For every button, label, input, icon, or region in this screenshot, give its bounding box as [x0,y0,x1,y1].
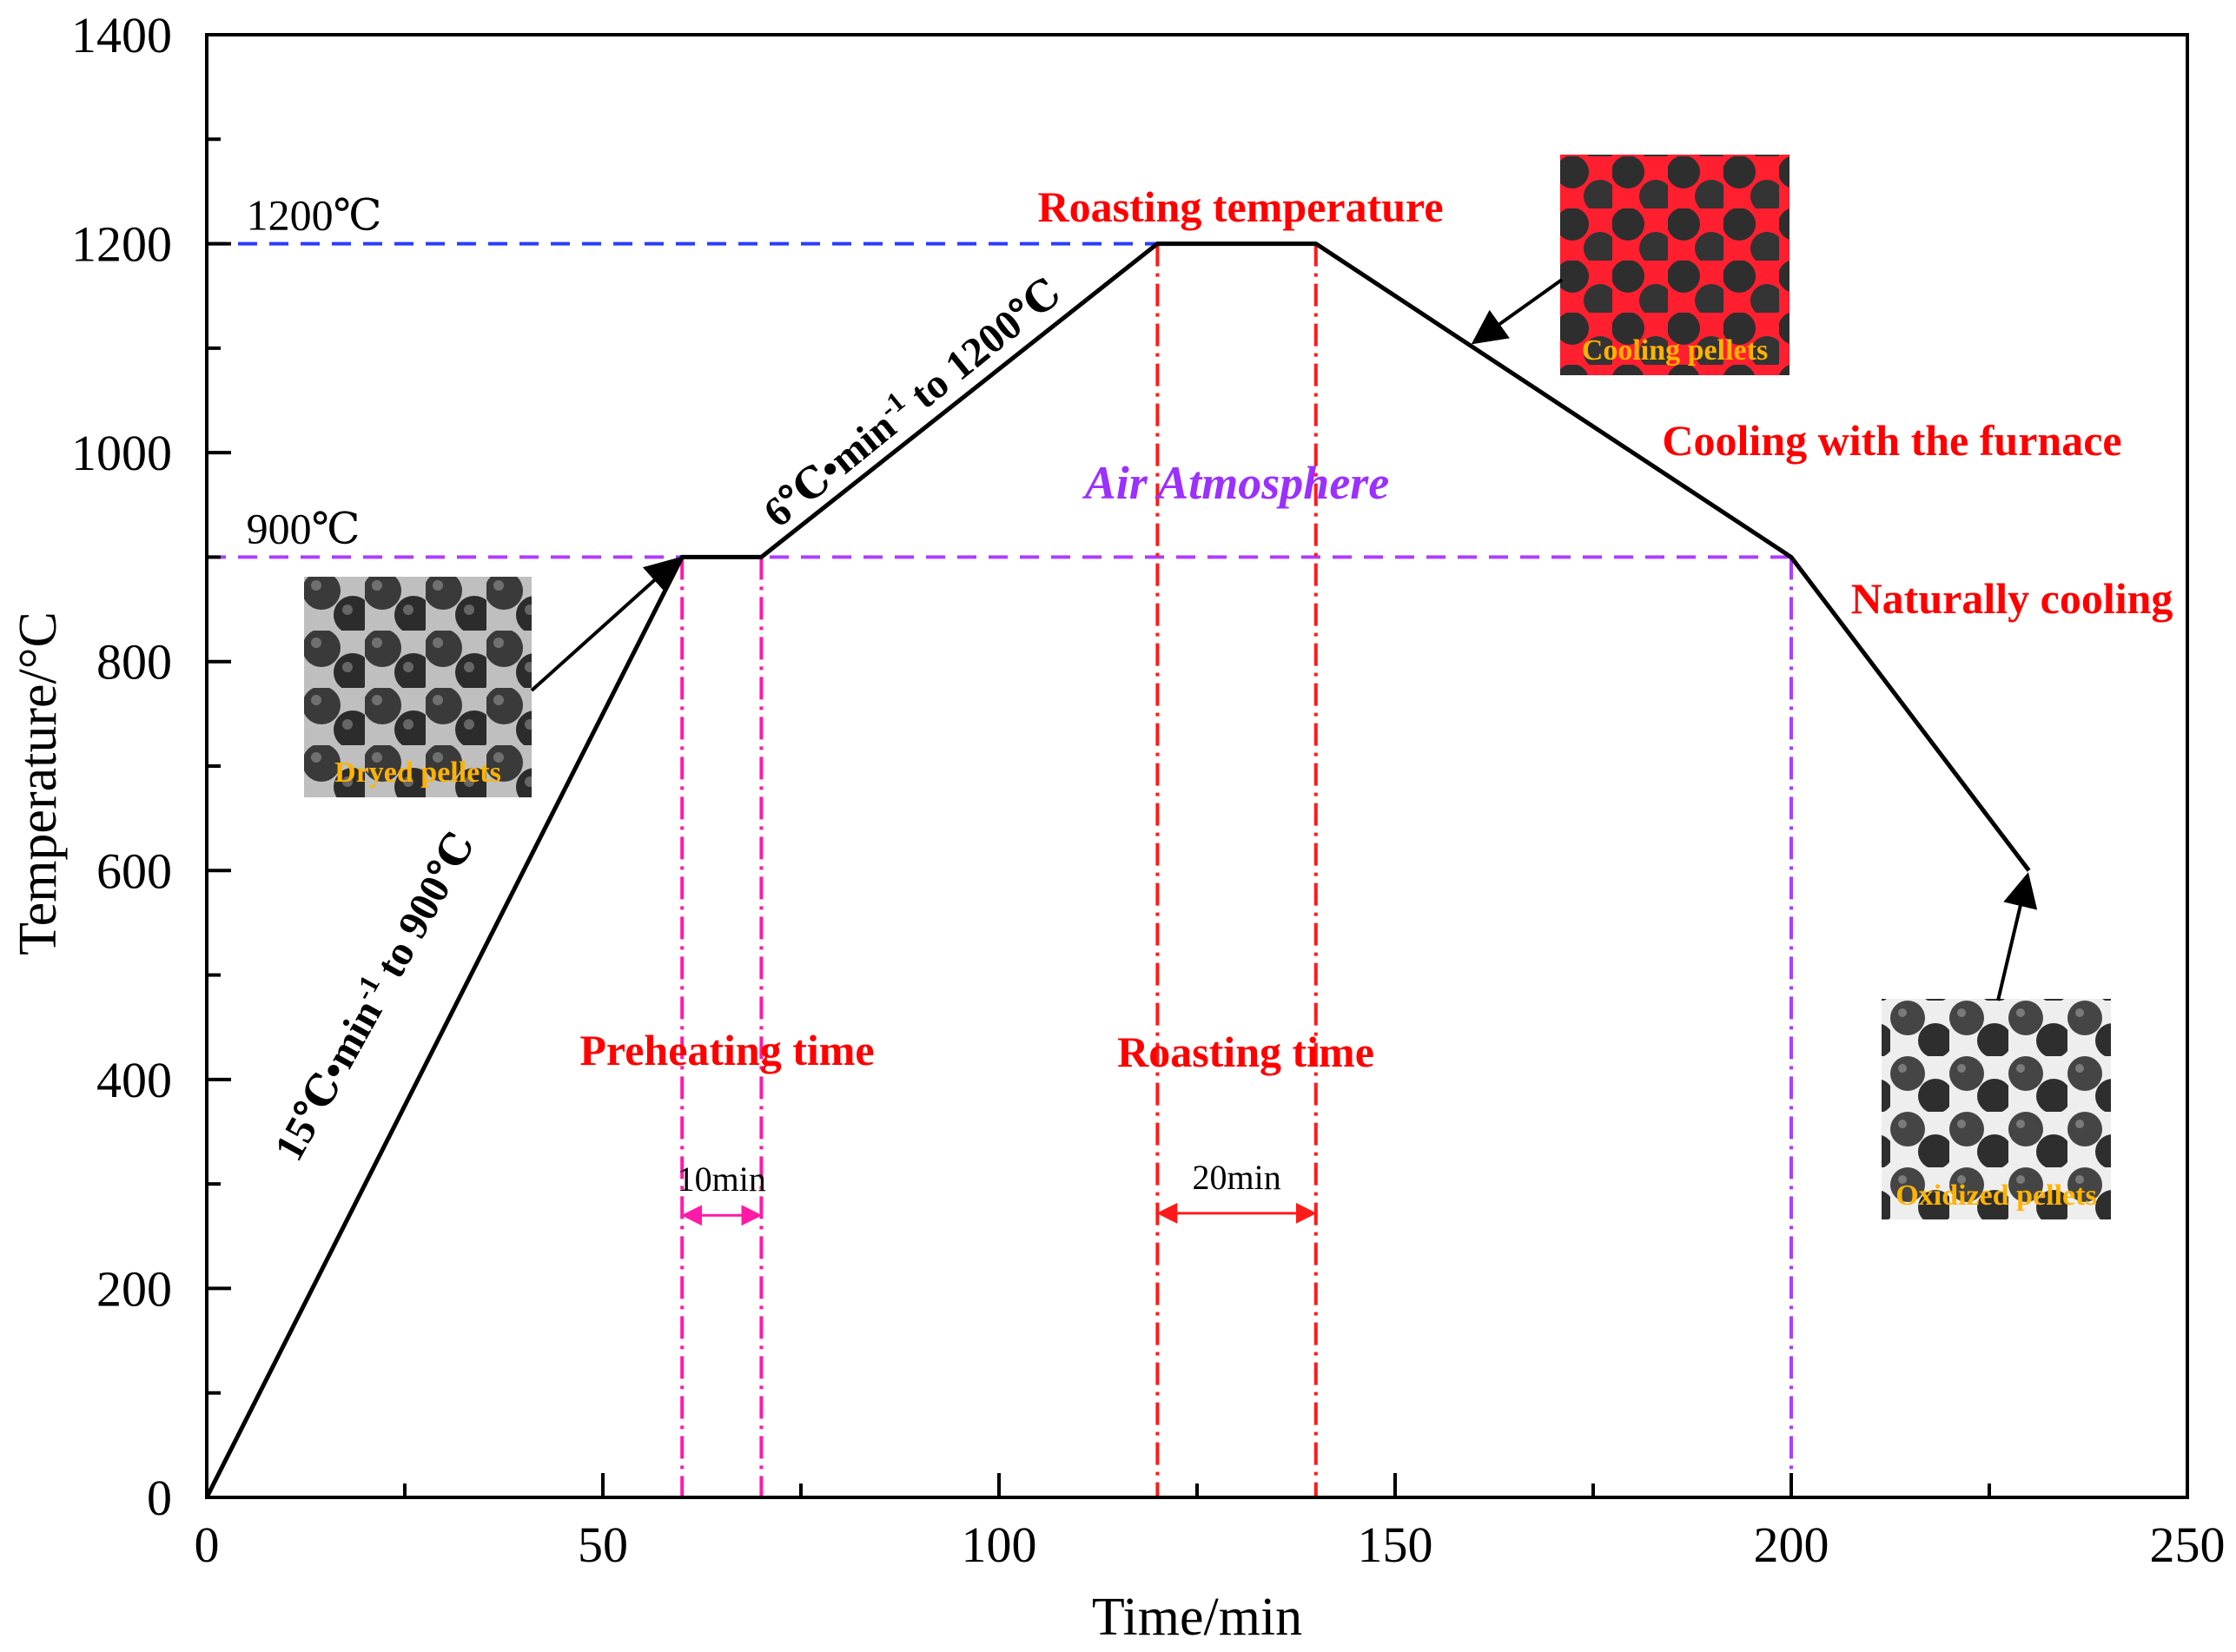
ref-hline-label-1: 900℃ [247,504,361,552]
dryed-pellets-caption: Dryed pellets [334,757,501,789]
oxidized-pellets-caption: Oxidized pellets [1895,1180,2096,1212]
y-tick-label-800: 800 [96,634,172,691]
heating-rate-2-prefix: 6℃•min [755,403,904,536]
heating-rate-1-prefix: 15℃•min [266,992,391,1168]
roasting-temperature-label: Roasting temperature [1037,182,1443,231]
cooling-pellets-caption: Cooling pellets [1582,334,1768,367]
naturally-cooling-label: Naturally cooling [1851,574,2173,623]
y-tick-label-400: 400 [96,1052,172,1108]
interval-label-1: 20min [1192,1158,1280,1197]
heating-rate-1-suffix: to 900℃ [362,825,484,995]
roasting-time-label: Roasting time [1117,1028,1374,1076]
x-tick-label-200: 200 [1754,1517,1829,1573]
oxidized-pellets-photo: Oxidized pellets [1882,999,2111,1219]
series-line-0 [204,241,2031,1499]
y-tick-label-1400: 1400 [71,7,172,63]
x-axis-title: Time/min [1092,1588,1302,1647]
heating-rate-2-label: 6℃•min-1 to 1200℃ [752,267,1069,537]
y-tick-label-200: 200 [96,1260,172,1317]
arrow-dryed-pellets [530,557,680,692]
heating-rate-1-label: 15℃•min-1 to 900℃ [261,823,484,1168]
axes: 0 50 100 150 200 250 0 200 400 600 800 1000 1200 1400… [9,7,2226,1647]
x-tick-label-150: 150 [1358,1517,1433,1573]
y-tick-label-1200: 1200 [71,216,172,273]
interval-label-0: 10min [678,1160,766,1199]
x-tick-label-100: 100 [962,1517,1037,1573]
x-tick-label-250: 250 [2150,1517,2226,1573]
x-tick-label-0: 0 [195,1517,220,1573]
preheating-time-label: Preheating time [579,1026,874,1074]
reference-lines: 1200℃ 900℃ [207,191,1793,1497]
heating-rate-2-suffix: to 1200℃ [894,269,1069,424]
x-tick-label-50: 50 [578,1517,628,1573]
arrow-oxidized-pellets [1996,872,2038,1001]
dryed-pellets-photo: Dryed pellets [304,577,532,797]
arrow-cooling-pellets [1471,278,1564,345]
cooling-with-furnace-label: Cooling with the furnace [1662,416,2121,465]
series-layer [204,241,2031,1499]
y-tick-label-0: 0 [147,1470,172,1526]
air-atmosphere-label: Air Atmosphere [1082,457,1390,509]
ref-hline-label-0: 1200℃ [247,191,382,240]
cooling-pellets-photo: Cooling pellets [1560,155,1789,375]
y-tick-label-600: 600 [96,843,172,899]
y-tick-label-1000: 1000 [71,425,172,481]
y-axis-title: Temperature/°C [9,611,68,955]
interval-markers: 10min 20min [678,1158,1317,1226]
